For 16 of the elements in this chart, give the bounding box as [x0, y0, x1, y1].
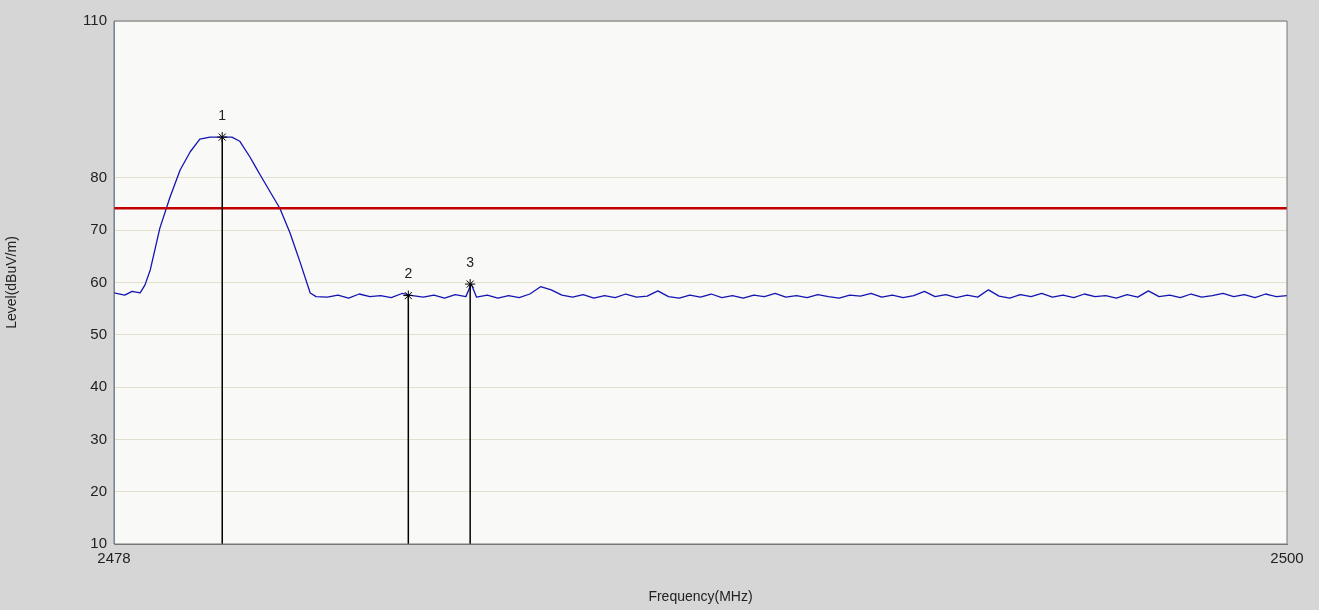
annotation: 2 — [404, 265, 413, 282]
y-tick-label: 40 — [90, 377, 107, 395]
y-tick-label: 60 — [90, 272, 107, 290]
y-tick-label: 10 — [90, 534, 107, 552]
annotation: 1 — [218, 106, 227, 123]
y-tick-label: 50 — [90, 324, 107, 342]
y-axis-title: Level(dBuV/m) — [3, 236, 20, 329]
y-tick-label: 30 — [90, 429, 107, 447]
x-tick-label: 2478 — [97, 549, 131, 567]
y-tick-label: 110 — [83, 11, 107, 29]
annotation: 3 — [466, 253, 475, 270]
x-axis-title: Frequency(MHz) — [648, 588, 753, 605]
x-tick-label: 2500 — [1270, 549, 1304, 567]
y-tick-label: 80 — [90, 168, 107, 186]
y-tick-label: 70 — [90, 220, 107, 238]
y-tick-label: 20 — [90, 481, 107, 499]
